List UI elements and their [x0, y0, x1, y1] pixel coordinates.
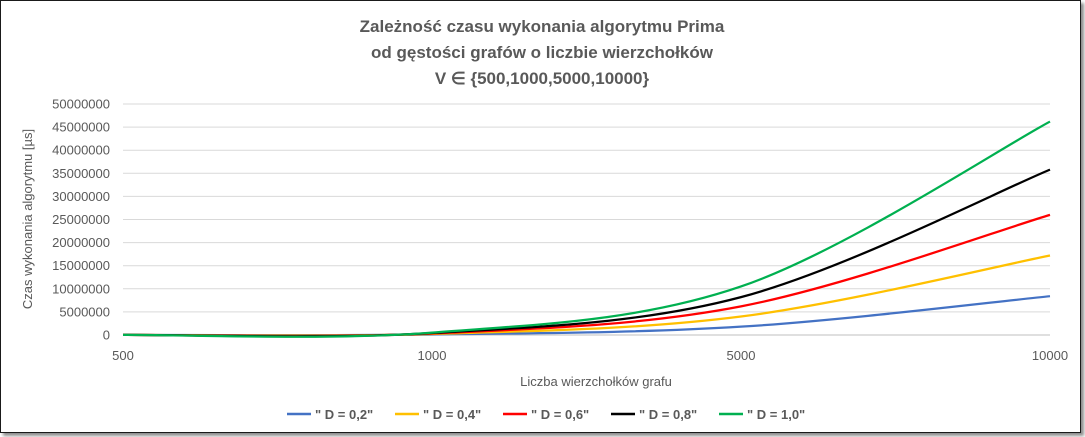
y-tick-label: 35000000 — [52, 166, 110, 181]
x-tick-label: 500 — [112, 348, 134, 363]
chart-title-line-1: Zależność czasu wykonania algorytmu Prim… — [360, 17, 725, 36]
legend-label: " D = 0,4" — [423, 407, 481, 422]
legend-item: " D = 0,6" — [503, 407, 589, 422]
series-line-5 — [122, 120, 1051, 338]
legend-item: " D = 1,0" — [719, 407, 805, 422]
x-tick-label: 5000 — [727, 348, 756, 363]
x-axis-title: Liczba wierzchołków grafu — [520, 374, 672, 389]
y-tick-label: 40000000 — [52, 143, 110, 158]
y-axis-title: Czas wykonania algorytmu [µs] — [20, 129, 35, 309]
gridlines — [123, 103, 1050, 336]
series-lines — [122, 120, 1051, 338]
x-tick-label: 1000 — [418, 348, 447, 363]
y-tick-label: 5000000 — [59, 304, 110, 319]
y-tick-label: 20000000 — [52, 235, 110, 250]
legend-label: " D = 0,8" — [639, 407, 697, 422]
legend-item: " D = 0,8" — [611, 407, 697, 422]
y-tick-label: 45000000 — [52, 120, 110, 135]
y-tick-label: 10000000 — [52, 281, 110, 296]
chart-title-line-2: od gęstości grafów o liczbie wierzchołkó… — [371, 43, 714, 62]
legend-label: " D = 1,0" — [747, 407, 805, 422]
y-axis-ticks: 0 5000000 10000000 15000000 20000000 25000000… — [52, 97, 110, 343]
legend-label: " D = 0,6" — [531, 407, 589, 422]
y-tick-label: 15000000 — [52, 258, 110, 273]
chart-title: Zależność czasu wykonania algorytmu Prim… — [360, 17, 725, 88]
legend: " D = 0,2" " D = 0,4" " D = 0,6" " D = 0,8"… — [287, 407, 805, 422]
y-tick-label: 30000000 — [52, 189, 110, 204]
legend-item: " D = 0,4" — [395, 407, 481, 422]
y-tick-label: 0 — [103, 328, 110, 343]
y-tick-label: 50000000 — [52, 97, 110, 112]
x-axis-ticks: 500 1000 5000 10000 — [112, 348, 1068, 363]
x-tick-label: 10000 — [1032, 348, 1068, 363]
y-tick-label: 25000000 — [52, 212, 110, 227]
legend-item: " D = 0,2" — [287, 407, 373, 422]
chart-title-line-3: V ∈ {500,1000,5000,10000} — [435, 69, 650, 88]
legend-label: " D = 0,2" — [315, 407, 373, 422]
